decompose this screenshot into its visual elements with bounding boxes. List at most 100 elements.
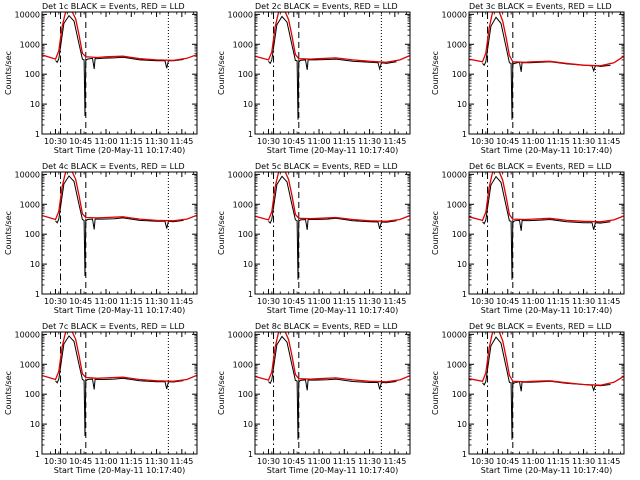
y-tick-label: 1000: [20, 360, 40, 369]
x-tick-label: 10:45: [496, 137, 519, 146]
panel-title: Det 8c BLACK = Events, RED = LLD: [255, 322, 398, 331]
plot-area: [469, 332, 624, 440]
events-series-line: [268, 175, 397, 280]
x-tick-label: 11:15: [547, 137, 570, 146]
x-axis-label: Start Time (20-May-11 10:17:40): [267, 306, 398, 315]
x-tick-label: 11:15: [333, 137, 356, 146]
x-tick-label: 11:15: [547, 457, 570, 466]
y-axis-label: Counts/sec: [4, 211, 13, 255]
y-axis-label: Counts/sec: [4, 371, 13, 415]
y-tick-label: 10000: [15, 10, 40, 19]
detector-panel: Det 2c BLACK = Events, RED = LLD Counts/s…: [217, 2, 411, 155]
y-tick-label: 10: [457, 260, 467, 269]
x-tick-label: 11:15: [547, 297, 570, 306]
x-tick-label: 10:30: [257, 137, 280, 146]
x-tick-label: 11:00: [521, 137, 544, 146]
lld-series-line: [42, 332, 197, 382]
x-tick-label: 11:00: [521, 297, 544, 306]
y-tick-label: 10000: [228, 330, 253, 339]
plot-frame: [254, 11, 411, 135]
y-tick-label: 1: [35, 290, 40, 299]
plot-area: [469, 12, 624, 120]
y-tick-label: 1: [35, 130, 40, 139]
x-axis-label: Start Time (20-May-11 10:17:40): [481, 466, 612, 475]
detector-panel: Det 8c BLACK = Events, RED = LLD Counts/s…: [217, 322, 411, 475]
y-tick-label: 10000: [442, 330, 467, 339]
y-tick-label: 100: [452, 390, 467, 399]
panel-title: Det 9c BLACK = Events, RED = LLD: [469, 322, 612, 331]
x-tick-label: 11:45: [597, 137, 620, 146]
x-tick-label: 10:45: [496, 297, 519, 306]
plot-frame: [468, 11, 625, 135]
lld-series-line: [255, 172, 410, 222]
y-tick-label: 100: [238, 390, 253, 399]
y-tick-label: 1: [462, 130, 467, 139]
plot-area: [42, 12, 197, 117]
x-axis-label: Start Time (20-May-11 10:17:40): [267, 146, 398, 155]
x-tick-label: 10:45: [496, 457, 519, 466]
x-tick-label: 11:30: [358, 137, 381, 146]
x-tick-label: 11:00: [94, 137, 117, 146]
x-tick-label: 11:00: [307, 297, 330, 306]
y-tick-label: 10: [30, 260, 40, 269]
y-tick-label: 1000: [233, 200, 253, 209]
x-axis-label: Start Time (20-May-11 10:17:40): [54, 466, 185, 475]
plot-area: [255, 172, 410, 280]
events-series-line: [55, 335, 184, 437]
events-series-line: [482, 336, 611, 440]
y-tick-label: 10: [457, 100, 467, 109]
x-tick-label: 10:30: [471, 457, 494, 466]
plot-frame: [468, 331, 625, 455]
y-tick-label: 1000: [447, 360, 467, 369]
x-tick-label: 11:15: [333, 297, 356, 306]
y-axis-label: Counts/sec: [217, 211, 226, 255]
plot-frame: [41, 331, 198, 455]
y-tick-label: 100: [452, 70, 467, 79]
y-axis-label: Counts/sec: [431, 211, 440, 255]
plot-frame: [41, 11, 198, 135]
x-tick-label: 10:30: [257, 297, 280, 306]
y-tick-label: 10: [243, 260, 253, 269]
y-tick-label: 1: [462, 450, 467, 459]
panel-title: Det 4c BLACK = Events, RED = LLD: [42, 162, 185, 171]
events-series-line: [268, 335, 397, 440]
plot-area: [42, 332, 197, 437]
y-axis-label: Counts/sec: [217, 51, 226, 95]
y-tick-label: 10: [243, 100, 253, 109]
x-tick-label: 10:30: [44, 137, 67, 146]
y-tick-label: 1000: [20, 200, 40, 209]
y-tick-label: 1000: [447, 200, 467, 209]
x-tick-label: 11:45: [170, 297, 193, 306]
lld-series-line: [42, 172, 197, 222]
x-tick-label: 11:00: [307, 137, 330, 146]
x-tick-label: 11:30: [572, 137, 595, 146]
y-tick-label: 1000: [233, 40, 253, 49]
x-tick-label: 10:30: [471, 297, 494, 306]
panel-title: Det 6c BLACK = Events, RED = LLD: [469, 162, 612, 171]
y-tick-label: 10000: [228, 170, 253, 179]
plot-area: [469, 172, 624, 280]
y-tick-label: 10: [30, 100, 40, 109]
y-tick-label: 1000: [447, 40, 467, 49]
lld-series-line: [255, 332, 410, 383]
x-tick-label: 10:45: [69, 457, 92, 466]
detector-panel: Det 1c BLACK = Events, RED = LLD Counts/s…: [4, 2, 198, 155]
x-tick-label: 11:15: [120, 297, 143, 306]
y-tick-label: 10: [243, 420, 253, 429]
y-tick-label: 100: [238, 70, 253, 79]
x-tick-label: 11:00: [94, 457, 117, 466]
x-tick-label: 10:30: [257, 457, 280, 466]
x-tick-label: 11:45: [383, 457, 406, 466]
lld-series-line: [42, 12, 197, 62]
y-tick-label: 1: [248, 290, 253, 299]
x-axis-label: Start Time (20-May-11 10:17:40): [54, 146, 185, 155]
y-tick-label: 10: [30, 420, 40, 429]
y-tick-label: 100: [238, 230, 253, 239]
events-series-line: [55, 14, 184, 117]
x-tick-label: 11:30: [145, 297, 168, 306]
y-tick-label: 1000: [20, 40, 40, 49]
x-tick-label: 11:45: [170, 137, 193, 146]
detector-panel: Det 3c BLACK = Events, RED = LLD Counts/s…: [431, 2, 625, 155]
y-tick-label: 100: [25, 230, 40, 239]
y-axis-label: Counts/sec: [4, 51, 13, 95]
